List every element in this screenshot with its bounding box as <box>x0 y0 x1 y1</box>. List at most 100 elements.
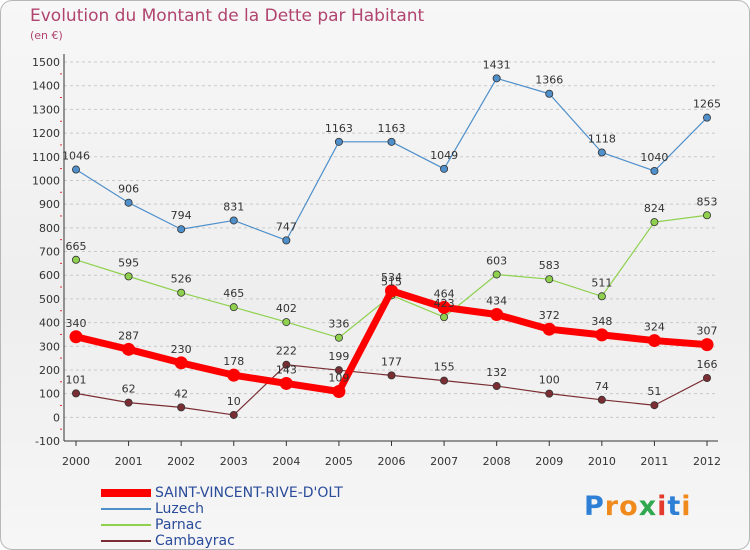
data-point <box>650 401 659 410</box>
data-label: 74 <box>595 380 609 393</box>
data-point <box>492 270 501 279</box>
data-point <box>595 328 609 342</box>
axes <box>60 54 718 446</box>
y-tick-label: 800 <box>39 222 60 235</box>
legend-swatch-cambayrac <box>101 540 151 542</box>
legend-label-luzech: Luzech <box>155 501 204 517</box>
y-tick-label: 900 <box>39 198 60 211</box>
data-point <box>122 342 136 356</box>
data-label: 1040 <box>640 151 668 164</box>
data-label: 307 <box>697 325 718 338</box>
data-point <box>229 410 238 419</box>
legend-swatch-luzech <box>101 508 151 510</box>
chart-title: Evolution du Montant de la Dette par Hab… <box>30 6 425 26</box>
data-point <box>69 330 83 344</box>
y-tick-label: 1300 <box>32 103 60 116</box>
x-tick-label: 2001 <box>115 455 143 468</box>
data-point <box>597 148 606 157</box>
data-label: 583 <box>539 259 560 272</box>
data-point <box>542 322 556 336</box>
data-label: 62 <box>122 383 136 396</box>
data-label: 595 <box>118 256 139 269</box>
y-tick-label: 400 <box>39 317 60 330</box>
data-label: 511 <box>591 276 612 289</box>
data-point <box>597 292 606 301</box>
y-tick-label: 700 <box>39 246 60 259</box>
data-label: 465 <box>223 287 244 300</box>
x-tick-label: 2000 <box>62 455 90 468</box>
x-tick-label: 2005 <box>325 455 353 468</box>
data-label: 132 <box>486 366 507 379</box>
logo-letter: r <box>604 491 620 522</box>
data-label: 534 <box>381 271 402 284</box>
data-label: 143 <box>276 363 297 376</box>
data-label: 1163 <box>325 122 353 135</box>
data-label: 824 <box>644 202 665 215</box>
data-point <box>177 288 186 297</box>
y-tick-label: 1500 <box>32 56 60 69</box>
data-point <box>545 275 554 284</box>
data-point <box>124 272 133 281</box>
x-tick-label: 2004 <box>272 455 300 468</box>
data-labels: 1046 906 794 831 747 1163 1163 1049 1431 1366 1118… <box>62 58 721 408</box>
data-point <box>72 165 81 174</box>
data-label: 166 <box>697 358 718 371</box>
legend: SAINT-VINCENT-RIVE-D'OLT Luzech Parnac C… <box>101 485 343 549</box>
data-label: 1046 <box>62 150 90 163</box>
data-point <box>490 308 504 322</box>
proxiti-logo: Proxiti <box>584 491 692 522</box>
data-point <box>174 356 188 370</box>
data-label: 1265 <box>693 98 721 111</box>
x-tick-label: 2006 <box>378 455 406 468</box>
data-label: 324 <box>644 321 665 334</box>
data-label: 42 <box>174 387 188 400</box>
data-label: 230 <box>171 343 192 356</box>
data-label: 1118 <box>588 132 616 145</box>
grid <box>64 61 718 442</box>
data-label: 526 <box>171 273 192 286</box>
data-point <box>545 89 554 98</box>
data-label: 1163 <box>378 122 406 135</box>
data-point <box>703 373 712 382</box>
data-label: 906 <box>118 183 139 196</box>
y-tick-label: 600 <box>39 269 60 282</box>
data-point <box>440 376 449 385</box>
data-label: 101 <box>66 373 87 386</box>
data-point <box>279 376 293 390</box>
data-label: 51 <box>647 385 661 398</box>
data-label: 1366 <box>535 74 563 87</box>
data-label: 464 <box>434 287 455 300</box>
x-tick-label: 2008 <box>483 455 511 468</box>
data-label: 853 <box>697 195 718 208</box>
y-tick-label: 1000 <box>32 174 60 187</box>
logo-letter: i <box>681 491 692 522</box>
legend-item-cambayrac: Cambayrac <box>101 533 343 549</box>
data-label: 287 <box>118 329 139 342</box>
data-point <box>387 137 396 146</box>
logo-letter: o <box>619 491 639 522</box>
data-label: 423 <box>434 297 455 310</box>
data-point <box>647 334 661 348</box>
data-label: 109 <box>328 371 349 384</box>
x-tick-label: 2002 <box>167 455 195 468</box>
data-label: 1049 <box>430 149 458 162</box>
data-point <box>492 74 501 83</box>
data-label: 372 <box>539 309 560 322</box>
data-point <box>229 216 238 225</box>
data-point <box>437 300 451 314</box>
data-label: 603 <box>486 254 507 267</box>
data-point <box>229 303 238 312</box>
y-tick-label: 1400 <box>32 80 60 93</box>
logo-letter: i <box>657 491 668 522</box>
tick-labels: -100 0 100 200 300 400 500 600 700 800 900 1000 1100… <box>32 56 721 468</box>
y-tick-label: 1200 <box>32 127 60 140</box>
x-tick-label: 2010 <box>588 455 616 468</box>
data-point <box>703 211 712 220</box>
data-label: 336 <box>328 318 349 331</box>
data-label: 199 <box>328 350 349 363</box>
data-point <box>334 333 343 342</box>
legend-swatch-saint-vincent <box>101 489 151 497</box>
data-point <box>650 218 659 227</box>
data-point <box>227 368 241 382</box>
